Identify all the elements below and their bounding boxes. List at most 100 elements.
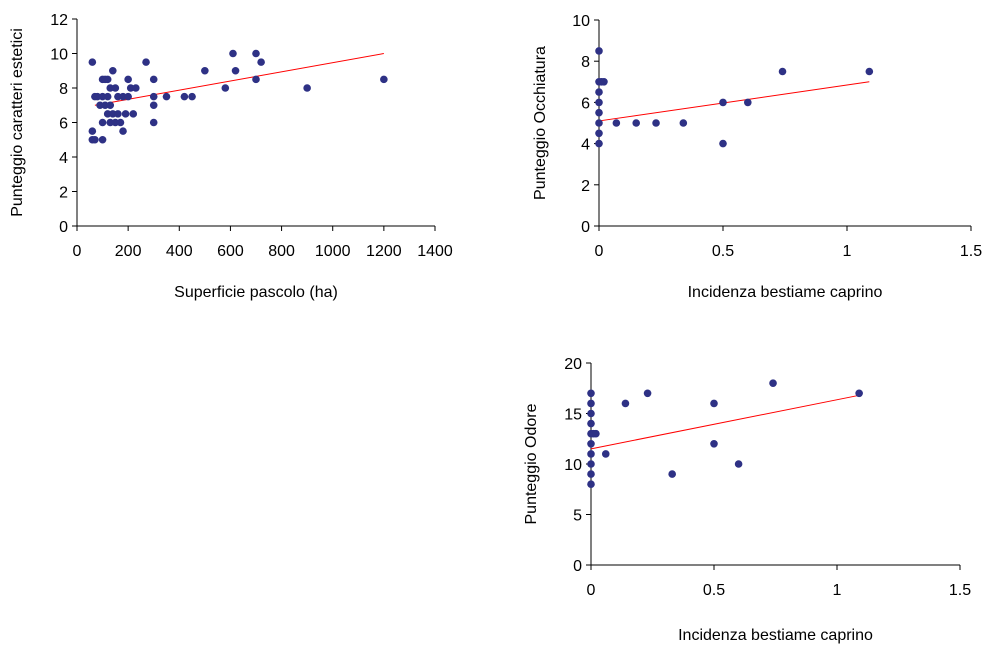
x-axis-label: Incidenza bestiame caprino [688, 284, 883, 301]
data-point [162, 92, 171, 101]
y-tick-label: 5 [573, 508, 582, 525]
y-tick-label: 0 [581, 219, 590, 236]
trendline [590, 394, 860, 450]
data-point [124, 75, 132, 84]
data-point [587, 409, 595, 418]
data-point [587, 389, 595, 398]
data-point [149, 101, 158, 110]
chart-1: 0 2 4 6 8 10 12 0 200 400 600 800 1000 1200 1400 Superf… [9, 12, 453, 301]
y-tick-label: 8 [59, 81, 68, 98]
data-point [88, 58, 97, 66]
x-tick-label: 0 [73, 243, 82, 260]
x-tick-label: 1 [843, 243, 852, 260]
data-point [201, 66, 209, 75]
y-axis-label: Punteggio Occhiatura [532, 46, 549, 200]
data-point [188, 92, 196, 101]
data-point [149, 92, 158, 101]
x-tick-label: 1 [833, 582, 842, 599]
data-point [587, 419, 595, 428]
chart-2: 0 2 4 6 8 10 0 0.5 1 1.5 Incidenza bestiame caprin… [532, 13, 982, 301]
data-point [587, 460, 595, 468]
data-point [734, 460, 743, 468]
data-point [229, 49, 237, 58]
y-tick-label: 2 [581, 178, 590, 195]
y-axis-label: Punteggio Odore [523, 403, 540, 524]
data-point [632, 119, 640, 127]
data-point [595, 119, 603, 127]
data-point [98, 135, 107, 144]
data-point [149, 118, 158, 127]
y-tick-label: 0 [59, 219, 68, 236]
x-tick-label: 0 [587, 582, 596, 599]
trendline [94, 53, 384, 106]
x-tick-label: 1.5 [960, 243, 982, 260]
data-point [111, 84, 120, 92]
data-point [587, 399, 595, 408]
data-point [303, 84, 311, 92]
x-axis-label: Superficie pascolo (ha) [174, 284, 338, 301]
data-point [679, 119, 688, 127]
data-point [587, 470, 595, 478]
data-point [119, 127, 127, 135]
y-tick-label: 6 [581, 95, 590, 112]
data-point [652, 119, 660, 127]
data-point [719, 98, 727, 107]
y-tick-label: 10 [572, 13, 590, 30]
data-point [595, 139, 603, 148]
x-tick-label: 800 [268, 243, 295, 260]
data-point [621, 399, 630, 408]
data-point [132, 84, 140, 92]
x-tick-label: 400 [166, 243, 193, 260]
data-point [109, 66, 117, 75]
data-point [88, 127, 97, 135]
data-point [865, 67, 874, 76]
data-point [221, 84, 230, 92]
x-tick-label: 0.5 [712, 243, 734, 260]
trendline [598, 81, 870, 122]
data-point [595, 108, 603, 117]
y-tick-label: 6 [59, 116, 68, 133]
y-tick-label: 10 [564, 457, 582, 474]
data-point [252, 75, 260, 84]
x-tick-label: 1.5 [949, 582, 971, 599]
data-point [710, 440, 718, 448]
data-point [744, 98, 752, 107]
x-tick-label: 200 [115, 243, 142, 260]
data-point [142, 58, 150, 66]
y-tick-label: 8 [581, 54, 590, 71]
y-tick-label: 2 [59, 185, 68, 202]
data-point [149, 75, 158, 84]
y-tick-label: 4 [59, 150, 68, 167]
data-point [91, 135, 99, 144]
data-point [252, 49, 260, 58]
y-tick-label: 12 [50, 12, 68, 29]
data-point [595, 98, 603, 107]
data-point [587, 450, 595, 458]
y-tick-label: 4 [581, 137, 590, 154]
x-tick-label: 1200 [366, 243, 402, 260]
x-tick-label: 1000 [315, 243, 351, 260]
data-point [103, 75, 112, 84]
y-tick-label: 0 [573, 558, 582, 575]
x-tick-label: 600 [217, 243, 244, 260]
data-point [116, 118, 125, 127]
data-point [98, 118, 107, 127]
y-axis-label: Punteggio caratteri estetici [9, 28, 26, 217]
data-point [600, 78, 608, 86]
data-point [595, 129, 603, 138]
y-tick-label: 10 [50, 47, 68, 64]
data-point [106, 101, 115, 110]
data-point [114, 110, 122, 118]
y-tick-label: 20 [564, 356, 582, 373]
data-point [668, 470, 676, 478]
data-point [231, 66, 240, 75]
x-tick-label: 1400 [417, 243, 453, 260]
data-point [595, 88, 603, 96]
data-point [103, 92, 112, 101]
data-point [710, 399, 718, 408]
data-point [257, 58, 265, 66]
data-point [180, 92, 189, 101]
data-point [595, 47, 603, 55]
data-point [601, 450, 610, 458]
